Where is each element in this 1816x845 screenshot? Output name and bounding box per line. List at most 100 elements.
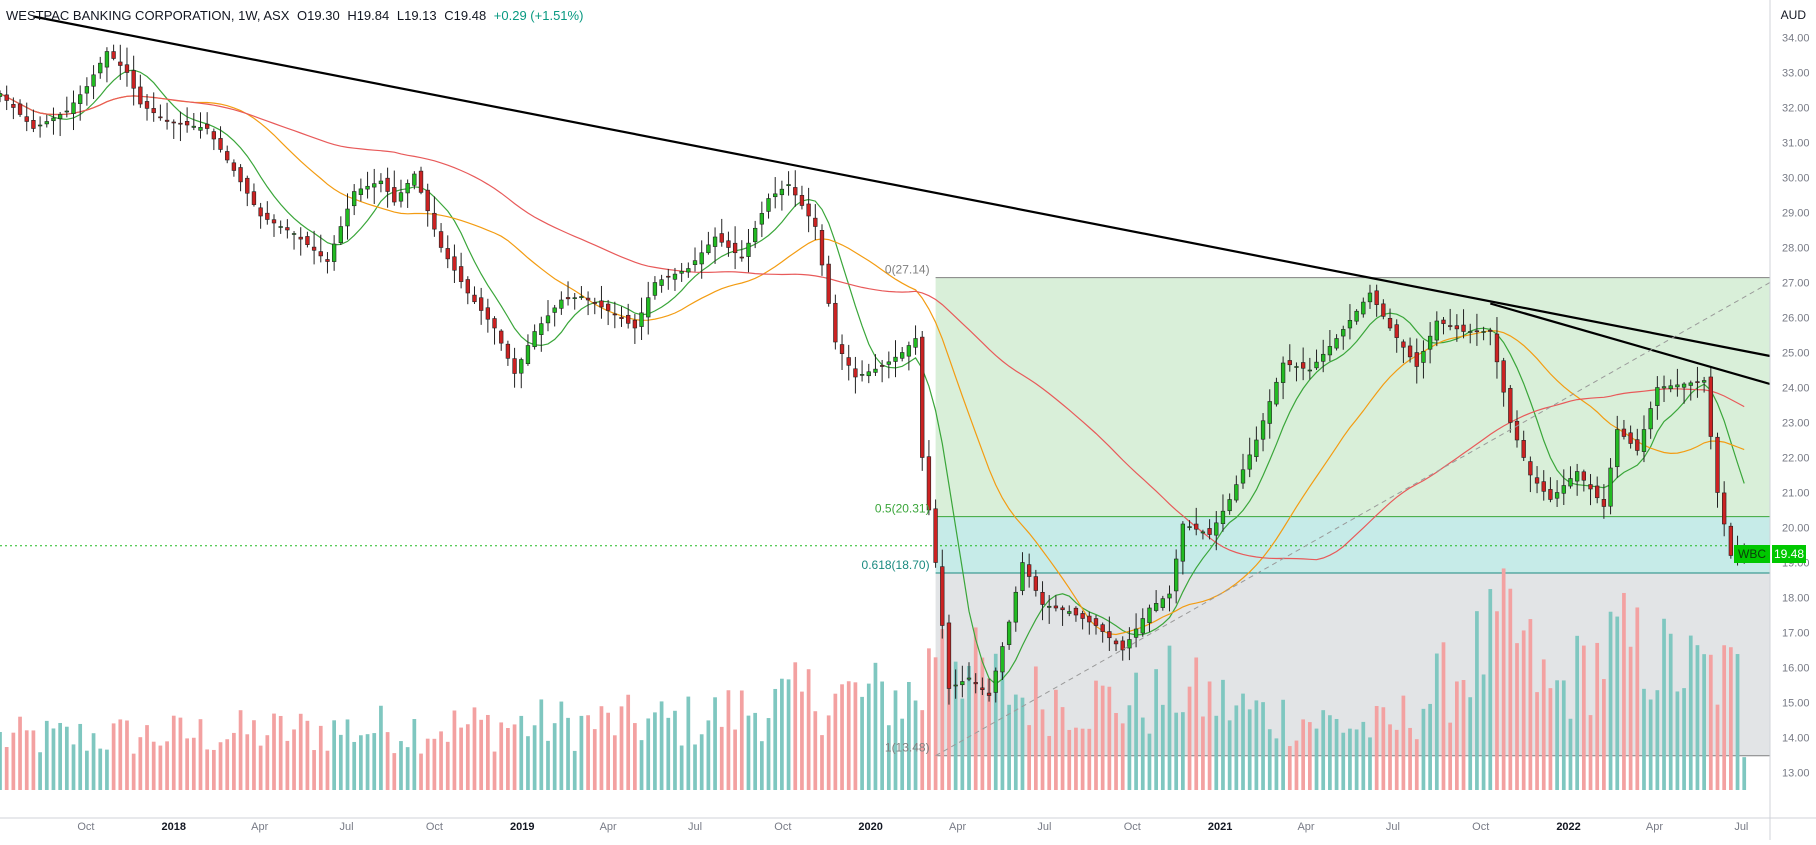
candle-body (873, 368, 878, 373)
candle-body (325, 259, 330, 262)
volume-bar (1254, 700, 1259, 790)
candle-body (352, 191, 357, 207)
candle (1347, 304, 1353, 340)
moving-averages (0, 69, 1745, 685)
fib-zone-upper (935, 277, 1770, 517)
candle-body (686, 268, 691, 273)
volume-bar (298, 713, 303, 790)
candle-body (1434, 320, 1439, 341)
y-tick-label: 22.00 (1782, 453, 1810, 465)
candle (418, 166, 424, 195)
volume-bar (913, 700, 918, 790)
candle (1528, 456, 1533, 493)
candle-body (499, 330, 504, 344)
candle-body (966, 677, 972, 680)
candle (265, 201, 270, 225)
y-tick-label: 30.00 (1782, 173, 1810, 185)
volume-bar (24, 730, 29, 790)
candle-body (1494, 333, 1500, 363)
candle-body (619, 316, 624, 319)
candle-body (378, 180, 384, 185)
candle-body (1474, 330, 1480, 333)
candle-body (265, 212, 270, 220)
candle-body (191, 125, 196, 128)
candle-body (392, 187, 397, 203)
volume-bar (653, 712, 657, 790)
y-tick-label: 28.00 (1782, 243, 1810, 255)
y-tick-label: 16.00 (1782, 663, 1810, 675)
volume-bar (0, 731, 2, 790)
candle (960, 665, 965, 698)
candle (1648, 401, 1653, 439)
candle-body (405, 183, 410, 194)
candle-body (131, 70, 136, 89)
candle (679, 262, 684, 282)
candle-body (846, 357, 851, 366)
candle (1254, 426, 1259, 462)
candle-body (318, 251, 323, 257)
candle (1000, 642, 1005, 680)
candle-body (1073, 607, 1079, 616)
candle-body (1060, 607, 1065, 611)
candle-body (1314, 361, 1319, 369)
volume-bar (492, 751, 497, 790)
x-tick-label: Apr (1646, 821, 1663, 833)
volume-bar (800, 691, 804, 790)
candle-body (1521, 440, 1526, 458)
volume-bar (1475, 611, 1479, 790)
volume-bar (425, 738, 430, 790)
candle-body (1668, 385, 1673, 390)
volume-bar (1495, 611, 1499, 790)
volume-bar (960, 698, 965, 790)
volume-bar (352, 741, 357, 790)
candle-body (1354, 310, 1359, 322)
volume-bar (1702, 654, 1706, 790)
volume-bar (232, 732, 236, 790)
candle-body (291, 233, 297, 235)
candle (1354, 309, 1359, 325)
candle (1407, 337, 1413, 363)
candle-body (158, 116, 163, 119)
candle-body (1280, 362, 1286, 383)
volume-bar (1628, 646, 1633, 790)
badge-price: 19.48 (1772, 545, 1806, 563)
candle (920, 330, 925, 471)
x-tick-label: 2021 (1208, 821, 1232, 833)
candle-body (1588, 484, 1593, 490)
candle (57, 112, 63, 137)
candle-body (98, 62, 103, 74)
candle-body (1648, 408, 1653, 430)
ohlc-high: H19.84 (347, 8, 390, 23)
candle-body (91, 74, 96, 87)
y-tick-label: 17.00 (1782, 628, 1810, 640)
candle (158, 104, 163, 121)
candle-body (626, 314, 631, 324)
candle (1314, 349, 1319, 370)
volume-bar (1080, 728, 1085, 790)
volume-bar (185, 738, 189, 790)
volume-bar (1314, 728, 1319, 790)
candle-body (1033, 576, 1038, 591)
candle (1681, 382, 1687, 404)
symbol-legend[interactable]: WESTPAC BANKING CORPORATION, 1W, ASX O19… (6, 8, 587, 23)
ohlc-close: C19.48 (444, 8, 487, 23)
candle (1214, 511, 1219, 551)
volume-bar (1468, 697, 1473, 790)
candle-body (1200, 531, 1206, 534)
candle-body (786, 184, 791, 186)
candle (291, 231, 297, 250)
volume-bar (238, 710, 243, 790)
candlesticks (0, 44, 1747, 705)
volume-bar (1261, 702, 1265, 790)
candle-body (1695, 381, 1700, 383)
candle (946, 614, 952, 705)
volume-bar (713, 697, 717, 790)
candle (251, 183, 257, 207)
candle-body (111, 51, 116, 59)
candle-body (940, 566, 945, 626)
candle-body (1174, 558, 1179, 592)
candle (479, 287, 484, 325)
candle (98, 56, 103, 79)
